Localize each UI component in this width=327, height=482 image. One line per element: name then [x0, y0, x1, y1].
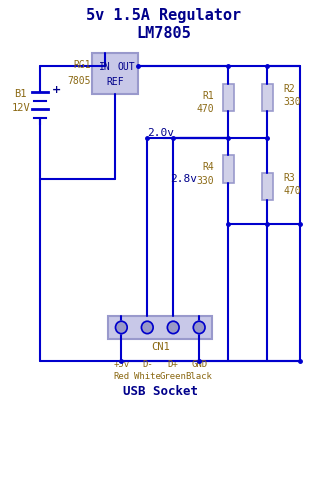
Text: 5v 1.5A Regulator: 5v 1.5A Regulator	[86, 8, 241, 23]
Text: OUT: OUT	[117, 62, 135, 72]
Circle shape	[193, 321, 205, 334]
FancyBboxPatch shape	[92, 53, 138, 94]
Text: LM7805: LM7805	[136, 27, 191, 41]
Circle shape	[167, 321, 179, 334]
Circle shape	[142, 321, 153, 334]
Text: +: +	[52, 85, 61, 95]
Text: REF: REF	[106, 77, 124, 87]
Text: D+: D+	[168, 360, 179, 369]
Text: Green: Green	[160, 372, 187, 381]
Text: 7805: 7805	[67, 77, 91, 86]
Text: White: White	[134, 372, 161, 381]
Text: IN: IN	[99, 62, 111, 72]
FancyBboxPatch shape	[108, 316, 212, 338]
Text: +5v: +5v	[113, 360, 129, 369]
Text: USB Socket: USB Socket	[123, 385, 198, 398]
Text: 12V: 12V	[11, 103, 30, 112]
FancyBboxPatch shape	[262, 173, 273, 200]
Text: B1: B1	[15, 89, 27, 99]
Text: R2: R2	[284, 84, 295, 94]
Circle shape	[115, 321, 127, 334]
Text: D-: D-	[142, 360, 153, 369]
Text: 470: 470	[284, 187, 301, 196]
Text: 470: 470	[196, 104, 214, 114]
Text: 2.0v: 2.0v	[147, 128, 174, 138]
Text: RG1: RG1	[73, 60, 91, 70]
Text: GND: GND	[191, 360, 207, 369]
Text: 330: 330	[284, 97, 301, 107]
Text: 2.8v: 2.8v	[170, 174, 197, 185]
Text: 330: 330	[196, 176, 214, 186]
Text: Red: Red	[113, 372, 129, 381]
FancyBboxPatch shape	[223, 155, 234, 183]
FancyBboxPatch shape	[262, 83, 273, 111]
FancyBboxPatch shape	[223, 83, 234, 111]
Text: R4: R4	[202, 162, 214, 173]
Text: Black: Black	[186, 372, 213, 381]
Text: CN1: CN1	[151, 342, 170, 352]
Text: R1: R1	[202, 91, 214, 101]
Text: R3: R3	[284, 173, 295, 183]
